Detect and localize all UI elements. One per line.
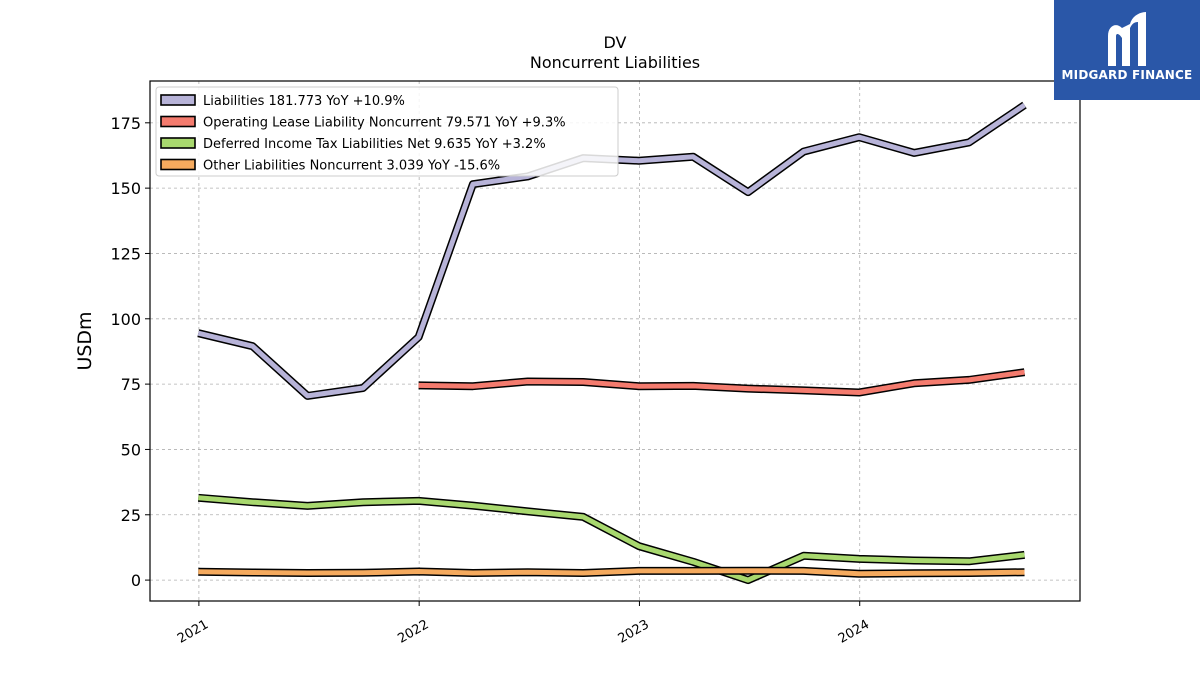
x-tick-label: 2024	[836, 617, 872, 647]
legend-swatch	[160, 94, 196, 106]
chart-subtitle: Noncurrent Liabilities	[530, 53, 700, 72]
y-tick-label: 25	[121, 506, 141, 525]
legend-item: Operating Lease Liability Noncurrent 79.…	[160, 115, 566, 131]
series-line	[197, 493, 1025, 585]
y-tick-label: 75	[121, 375, 141, 394]
logo-mark-icon	[1108, 12, 1146, 66]
y-tick-label: 175	[110, 114, 141, 133]
legend-label: Operating Lease Liability Noncurrent 79.…	[203, 116, 566, 131]
legend-swatch	[160, 158, 196, 171]
series-line-stroke	[198, 568, 1025, 577]
y-axis-label: USDm	[74, 311, 96, 370]
series-line-stroke	[198, 495, 1025, 583]
legend-item: Liabilities 181.773 YoY +10.9%	[160, 94, 405, 109]
chart-title: DV	[604, 33, 627, 52]
legend-item: Deferred Income Tax Liabilities Net 9.63…	[160, 137, 546, 152]
y-tick-label: 50	[121, 440, 141, 459]
series-line	[418, 368, 1026, 397]
legend: Liabilities 181.773 YoY +10.9% Operating …	[155, 86, 619, 177]
series-line-stroke	[418, 369, 1025, 395]
y-tick-label: 150	[110, 179, 141, 198]
legend-label: Liabilities 181.773 YoY +10.9%	[203, 94, 405, 109]
plot-frame	[149, 80, 1081, 602]
legend-label: Deferred Income Tax Liabilities Net 9.63…	[203, 137, 546, 152]
y-tick-label: 100	[110, 310, 141, 329]
logo-text: MIDGARD FINANCE	[1061, 68, 1193, 82]
legend-swatch	[160, 137, 196, 149]
legend-box	[155, 86, 619, 177]
brand-logo: MIDGARD FINANCE	[1054, 0, 1200, 100]
x-tick-label: 2021	[175, 617, 211, 647]
series-line-outline	[197, 493, 1025, 585]
series-line	[198, 566, 1025, 578]
legend-item: Other Liabilities Noncurrent 3.039 YoY -…	[160, 158, 500, 174]
x-tick-label: 2023	[616, 617, 652, 647]
legend-label: Other Liabilities Noncurrent 3.039 YoY -…	[203, 159, 500, 174]
legend-swatch	[160, 115, 196, 128]
y-tick-label: 125	[110, 244, 141, 263]
y-tick-label: 0	[131, 571, 141, 590]
x-tick-label: 2022	[395, 617, 431, 647]
